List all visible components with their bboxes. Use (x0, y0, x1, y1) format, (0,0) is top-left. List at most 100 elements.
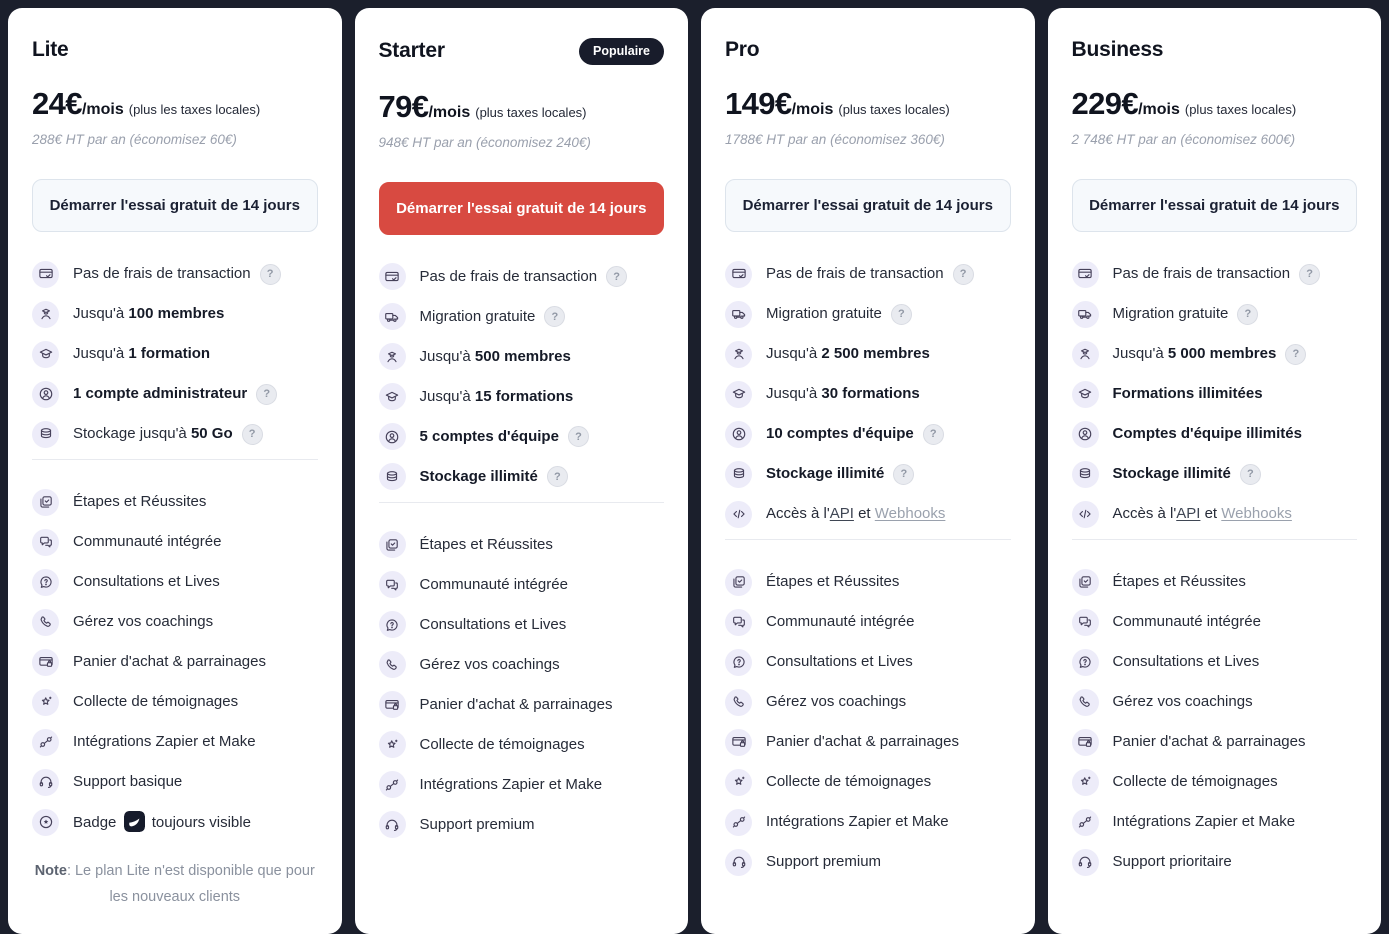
start-trial-button[interactable]: Démarrer l'essai gratuit de 14 jours (32, 179, 318, 232)
help-icon[interactable]: ? (1299, 263, 1321, 285)
feature-text-segment: Panier d'achat & parrainages (1112, 733, 1306, 751)
code-icon (1071, 500, 1099, 528)
feature-text: Collecte de témoignages (1113, 772, 1278, 792)
feature-item: Panier d'achat & parrainages (32, 642, 318, 682)
plan-name: Pro (725, 38, 760, 61)
help-icon[interactable]: ? (952, 263, 974, 285)
feature-item: Jusqu'à 500 membres (378, 337, 665, 377)
star-icon (32, 688, 59, 716)
feature-text-segment: Jusqu'à (766, 345, 822, 363)
webhooks-link[interactable]: Webhooks (874, 505, 946, 523)
feature-text: Jusqu'à 30 formations (766, 384, 920, 404)
graduation-cap-icon (378, 383, 406, 410)
graduate-icon (725, 340, 752, 368)
feature-text-segment: 100 membres (128, 305, 225, 323)
annual-price-note: 288€ HT par an (économisez 60€) (32, 132, 237, 147)
plan-price-period: /mois (791, 101, 834, 118)
graduation-cap-icon (32, 340, 59, 368)
consult-icon (1071, 648, 1099, 676)
feature-text: Support prioritaire (1113, 852, 1232, 872)
feature-text-segment: Jusqu'à (419, 387, 475, 405)
card-check-icon (378, 263, 406, 290)
help-icon[interactable]: ? (241, 423, 263, 445)
feature-item: Migration gratuite? (378, 297, 665, 337)
feature-text-segment: Support premium (766, 853, 882, 871)
feature-text: Collecte de témoignages (766, 772, 931, 792)
feature-text: Jusqu'à 5 000 membres (1113, 344, 1277, 364)
plan-price: 24€ (32, 86, 83, 121)
feature-text: Communauté intégrée (1113, 612, 1261, 632)
cart-card-icon (1071, 728, 1099, 756)
help-icon[interactable]: ? (922, 423, 944, 445)
start-trial-button[interactable]: Démarrer l'essai gratuit de 14 jours (1071, 179, 1357, 232)
help-icon[interactable]: ? (606, 266, 628, 287)
api-link[interactable]: API (829, 505, 854, 523)
feature-item: Pas de frais de transaction? (725, 254, 1011, 294)
plan-price-row: 24€ /mois (plus les taxes locales) (32, 86, 318, 122)
feature-text-segment: toujours visible (147, 814, 251, 832)
feature-text-segment: Panier d'achat & parrainages (419, 695, 613, 713)
feature-text-segment: et (1200, 505, 1222, 523)
feature-item: Comptes d'équipe illimités (1071, 414, 1358, 454)
feature-text: Étapes et Réussites (766, 572, 899, 592)
feature-text-segment: 1 formation (128, 345, 211, 363)
feature-text-segment: 15 formations (474, 387, 574, 405)
help-icon[interactable]: ? (1237, 303, 1259, 325)
plan-card-header: Starter Populaire (379, 38, 664, 65)
help-icon[interactable]: ? (1239, 463, 1261, 485)
feature-text-segment: Stockage jusqu'à (73, 425, 191, 443)
start-trial-button[interactable]: Démarrer l'essai gratuit de 14 jours (378, 181, 664, 235)
feature-item: Jusqu'à 5 000 membres? (1071, 334, 1358, 374)
plan-card-pro: Pro 149€ /mois (plus taxes locales) 1788… (701, 8, 1035, 934)
feature-text-segment: Pas de frais de transaction (1112, 265, 1291, 283)
consult-icon (725, 648, 752, 676)
feature-text-segment: Migration gratuite (1112, 305, 1229, 323)
database-icon (32, 420, 59, 448)
feature-text: Consultations et Lives (766, 652, 913, 672)
feature-item: Intégrations Zapier et Make (32, 722, 318, 762)
feature-text-segment: Communauté intégrée (1112, 613, 1261, 631)
feature-text-segment: Collecte de témoignages (1112, 773, 1278, 791)
feature-text-segment: Formations illimitées (1112, 385, 1263, 403)
feature-text-segment: Pas de frais de transaction (766, 265, 944, 283)
help-icon[interactable]: ? (546, 466, 568, 487)
feature-text-segment: Collecte de témoignages (419, 735, 585, 753)
feature-text: Stockage illimité (766, 464, 884, 484)
feature-text-segment: Consultations et Lives (1112, 653, 1260, 671)
help-icon[interactable]: ? (1285, 343, 1307, 365)
api-link[interactable]: API (1176, 505, 1201, 523)
feature-text: Étapes et Réussites (1113, 572, 1246, 592)
phone-icon (32, 608, 59, 636)
plug-icon (725, 808, 752, 836)
feature-list-included: Étapes et Réussites Communauté intégrée Co… (1071, 562, 1358, 882)
feature-item: Stockage jusqu'à 50 Go? (32, 414, 318, 454)
feature-text: Jusqu'à 100 membres (73, 304, 224, 324)
feature-text: Gérez vos coachings (766, 692, 906, 712)
feature-item: Gérez vos coachings (378, 645, 665, 685)
help-icon[interactable]: ? (567, 426, 589, 447)
feature-list-limits: Pas de frais de transaction? Migration gr… (378, 257, 665, 497)
feature-text-segment: 1 compte administrateur (73, 385, 248, 403)
plan-card-header: Lite (32, 38, 318, 62)
feature-list-included: Étapes et Réussites Communauté intégrée Co… (32, 482, 318, 842)
feature-text-segment: Stockage illimité (766, 465, 885, 483)
feature-text: 1 compte administrateur (73, 384, 247, 404)
help-icon[interactable]: ? (890, 303, 912, 325)
plug-icon (1071, 808, 1099, 836)
plug-icon (378, 771, 406, 798)
webhooks-link[interactable]: Webhooks (1221, 505, 1292, 523)
feature-text: Accès à l'API et Webhooks (1113, 504, 1292, 524)
help-icon[interactable]: ? (256, 383, 278, 405)
help-icon[interactable]: ? (259, 263, 281, 285)
database-icon (378, 463, 406, 490)
help-icon[interactable]: ? (544, 306, 566, 327)
plan-tax-note: (plus taxes locales) (838, 102, 950, 117)
feature-text-segment: Jusqu'à (73, 345, 129, 363)
cart-card-icon (378, 691, 406, 718)
feature-text-segment: 50 Go (190, 425, 233, 443)
feature-text: Gérez vos coachings (420, 655, 560, 675)
start-trial-button[interactable]: Démarrer l'essai gratuit de 14 jours (725, 179, 1011, 232)
feature-text: Support basique (73, 772, 182, 792)
steps-icon (1071, 568, 1099, 596)
help-icon[interactable]: ? (893, 463, 915, 485)
